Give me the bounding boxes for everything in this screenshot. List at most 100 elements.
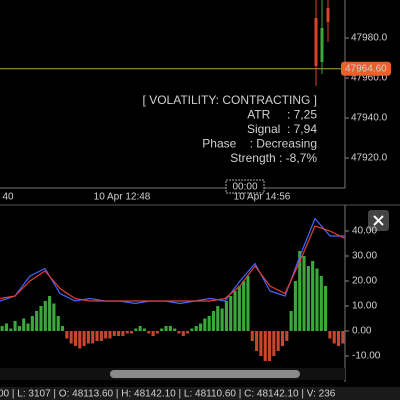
volatility-annotation: Strength : -8,7% (230, 151, 317, 165)
histogram-bar (108, 331, 112, 339)
candle-body (320, 28, 324, 62)
histogram-bar (147, 331, 151, 334)
histogram-bar (164, 326, 168, 331)
histogram-bar (56, 316, 60, 331)
histogram-bar (168, 326, 172, 331)
histogram-bar (341, 331, 345, 344)
indicator-line (0, 225, 346, 302)
histogram-bar (95, 331, 99, 341)
histogram-bar (332, 331, 336, 344)
histogram-bar (65, 331, 69, 339)
histogram-bar (117, 331, 121, 336)
histogram-bar (173, 328, 177, 331)
volatility-annotation: Phase : Decreasing (202, 137, 317, 151)
histogram-bar (39, 306, 43, 331)
histogram-bar (60, 326, 65, 331)
scrollbar-thumb[interactable] (110, 370, 300, 378)
histogram-bar (285, 331, 289, 341)
histogram-bar (211, 311, 216, 331)
histogram-bar (319, 276, 323, 331)
current-price-label: 47964.60 (345, 63, 387, 74)
histogram-bar (298, 251, 302, 331)
current-price-box (341, 61, 391, 76)
histogram-bar (52, 303, 56, 331)
histogram-bar (336, 331, 341, 346)
histogram-bar (229, 296, 233, 331)
histogram-bar (280, 331, 285, 346)
histogram-bar (302, 256, 306, 331)
status-bar (0, 387, 400, 400)
histogram-bar (35, 311, 39, 331)
histogram-bar (263, 331, 267, 361)
histogram-bar (151, 331, 155, 336)
histogram-bar (13, 321, 17, 331)
price-tick-label: 47940.0 (351, 113, 388, 124)
histogram-bar (194, 326, 198, 331)
histogram-bar (311, 261, 315, 331)
histogram-bar (267, 331, 272, 361)
histogram-bar (328, 331, 332, 339)
histogram-bar (138, 326, 142, 331)
histogram-bar (69, 331, 73, 344)
histogram-bar (125, 331, 129, 334)
histogram-bar (224, 301, 228, 331)
close-icon[interactable] (373, 215, 384, 226)
price-tick-label: 47980.0 (351, 33, 388, 44)
histogram-bar (207, 316, 211, 331)
crosshair-time: 00:00 (232, 182, 257, 193)
histogram-bar (121, 331, 125, 336)
candle-body (314, 18, 318, 66)
indicator-tick-label: -10.00 (352, 351, 381, 362)
histogram-bar (259, 331, 263, 356)
histogram-bar (22, 318, 26, 331)
histogram-bar (86, 331, 90, 344)
time-label: 10 Apr 12:48 (94, 192, 151, 203)
histogram-bar (30, 316, 34, 331)
volatility-annotation: [ VOLATILITY: CONTRACTING ] (143, 93, 317, 107)
histogram-bar (242, 281, 246, 331)
price-tick-label: 47920.0 (351, 153, 388, 164)
histogram-bar (48, 296, 52, 331)
indicator-tick-label: 10.00 (352, 301, 377, 312)
histogram-bar (324, 286, 328, 331)
histogram-bar (4, 323, 9, 331)
candle-body (326, 8, 330, 22)
histogram-bar (17, 326, 21, 331)
status-text: 00 | L: 3107 | O: 48113.60 | H: 48142.10… (0, 389, 336, 400)
histogram-bar (255, 331, 259, 351)
histogram-bar (129, 331, 134, 334)
histogram-bar (99, 331, 103, 341)
histogram-bar (220, 308, 224, 331)
histogram-bar (78, 331, 82, 349)
histogram-bar (276, 331, 280, 351)
time-label: 40 (2, 192, 14, 203)
histogram-bar (315, 268, 319, 331)
price-tick-label: 47960.0 (351, 73, 388, 84)
histogram-bar (203, 318, 207, 331)
histogram-bar (26, 323, 30, 331)
time-label: 10 Apr 14:56 (234, 192, 291, 203)
histogram-bar (43, 301, 47, 331)
histogram-bar (91, 331, 95, 344)
close-button[interactable] (368, 210, 389, 231)
histogram-bar (104, 331, 108, 339)
histogram-bar (181, 331, 185, 336)
histogram-bar (289, 311, 293, 331)
histogram-bar (190, 328, 194, 331)
histogram-bar (0, 326, 4, 331)
histogram-bar (82, 331, 86, 346)
histogram-bar (272, 331, 276, 356)
histogram-bar (198, 323, 203, 331)
histogram-bar (250, 331, 254, 341)
histogram-bar (73, 331, 78, 346)
indicator-tick-label: 30.00 (352, 251, 377, 262)
histogram-bar (237, 286, 241, 331)
indicator-tick-label: 20.00 (352, 276, 377, 287)
indicator-tick-label: 0.00 (352, 326, 372, 337)
histogram-bar (142, 328, 147, 331)
volatility-annotation: Signal : 7,94 (247, 122, 317, 136)
indicator-tick-label: 40.00 (352, 226, 377, 237)
volatility-annotation: ATR : 7,25 (247, 108, 317, 122)
